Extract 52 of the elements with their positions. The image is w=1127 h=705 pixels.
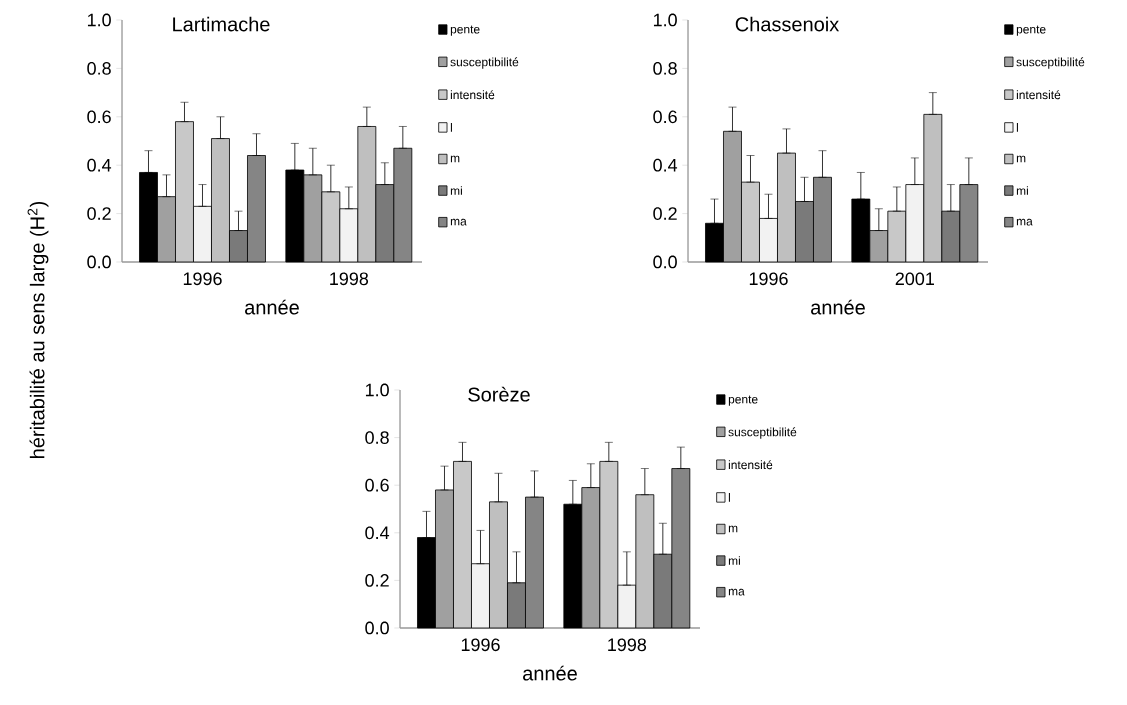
legend-label: pente xyxy=(450,25,480,36)
legend-label: pente xyxy=(728,395,758,406)
legend-label: mi xyxy=(450,186,462,195)
y-tick-label: 0.4 xyxy=(87,158,112,172)
legend-label: mi xyxy=(1016,186,1028,195)
y-tick-label: 0.2 xyxy=(653,207,677,220)
legend-label: l xyxy=(728,493,730,502)
legend-label: susceptibilité xyxy=(450,57,519,69)
legend-label: mi xyxy=(728,556,740,565)
chart-title: Lartimache xyxy=(173,16,270,32)
y-tick-label: 1.0 xyxy=(653,13,677,27)
y-tick-label: 0.6 xyxy=(653,110,677,124)
legend-label: ma xyxy=(450,218,467,226)
legend-label: intensité xyxy=(1016,90,1061,100)
chart-title: Chassenoix xyxy=(735,16,840,32)
x-tick-label: 1998 xyxy=(608,638,647,652)
x-tick-label: 1996 xyxy=(461,638,500,652)
x-tick-label: 1996 xyxy=(749,272,788,286)
legend-label: m xyxy=(728,525,738,533)
y-tick-label: 0.8 xyxy=(365,431,389,444)
y-tick-label: 0.2 xyxy=(87,207,111,220)
x-tick-label: 1998 xyxy=(330,272,369,286)
y-axis-title: héritabilité au sens large (H$^{2}$) xyxy=(27,201,49,458)
legend-label: m xyxy=(450,155,460,163)
y-tick-label: 1.0 xyxy=(365,383,389,397)
y-tick-label: 0.4 xyxy=(365,526,390,540)
x-axis-title: année xyxy=(523,665,577,681)
y-tick-label: 0.0 xyxy=(365,621,389,635)
legend-label: l xyxy=(450,123,452,132)
x-tick-label: 2001 xyxy=(895,272,934,286)
legend-label: susceptibilité xyxy=(728,427,797,439)
legend-label: m xyxy=(1016,155,1026,163)
y-tick-label: 0.0 xyxy=(653,255,677,269)
chart-title: Sorèze xyxy=(468,386,530,402)
legend-label: ma xyxy=(728,588,745,596)
y-tick-label: 0.2 xyxy=(365,574,389,587)
legend-label: ma xyxy=(1016,218,1033,226)
x-tick-label: 1996 xyxy=(183,272,222,286)
y-tick-label: 0.4 xyxy=(653,158,678,172)
legend-label: intensité xyxy=(450,90,495,100)
x-axis-title: année xyxy=(245,299,299,315)
legend-label: l xyxy=(1016,123,1018,132)
y-tick-label: 0.0 xyxy=(87,255,111,269)
y-tick-label: 0.6 xyxy=(87,110,111,124)
y-tick-label: 0.8 xyxy=(87,62,111,75)
legend-label: pente xyxy=(1016,25,1046,36)
y-tick-label: 0.8 xyxy=(653,62,677,75)
y-tick-label: 1.0 xyxy=(87,13,111,27)
y-tick-label: 0.6 xyxy=(365,478,389,492)
legend-label: intensité xyxy=(728,460,773,470)
x-axis-title: année xyxy=(811,299,865,315)
legend-label: susceptibilité xyxy=(1016,57,1085,69)
